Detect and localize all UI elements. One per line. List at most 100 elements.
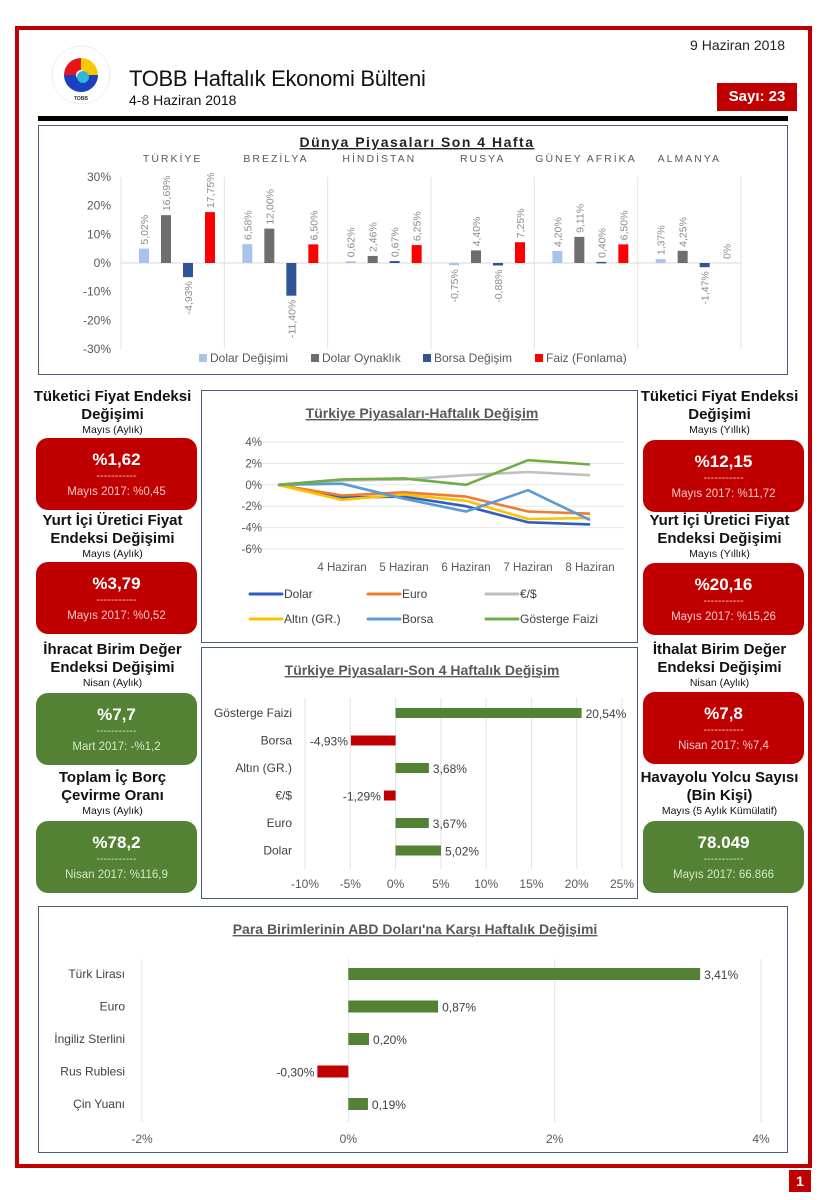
bar-dolar-de-i-imi [552,250,563,263]
category-label: İngiliz Sterlini [54,1032,125,1046]
x-tick-label: 5% [432,877,450,891]
kpi-card: %12,15 ----------- Mayıs 2017: %11,72 [643,440,804,512]
kpi-value: %12,15 [694,452,753,471]
x-tick-label: 25% [610,877,634,891]
world-markets-panel: Dünya Piyasaları Son 4 Hafta 30% 20% 10% 0% -… [38,125,788,375]
data-label: 6,25% [412,211,424,241]
kpi-title-line1: Tüketici Fiyat Endeksi [33,388,192,405]
data-label: -0,88% [493,270,505,303]
legend-label: Faiz (Fonlama) [546,351,627,365]
category-label: GÜNEY AFRİKA [535,152,636,165]
category-label: Türk Lirası [68,967,125,981]
kpi-heading: Tüketici Fiyat Endeksi Değişimi Mayıs (Yıl… [632,388,807,436]
legend-label: Altın (GR.) [284,612,341,626]
legend-label: Euro [402,587,428,601]
line-borsa [277,482,591,522]
legend-label: Dolar Değişimi [210,351,288,365]
bulletin-date-range: 4-8 Haziran 2018 [129,92,237,108]
line-euro [277,483,591,515]
bar-faiz-fonlama- [205,212,215,263]
data-label: -0,30% [276,1066,314,1080]
x-tick-label: 2% [546,1132,564,1146]
kpi-heading: İthalat Birim Değer Endeksi Değişimi Nisan… [632,641,807,689]
kpi-title-line2: Çevirme Oranı [61,787,164,804]
bar-borsa-de-i-im [493,263,503,266]
data-label: 3,41% [704,968,738,982]
kpi-title-line1: İthalat Birim Değer [652,641,787,658]
kpi-title-line2: Değişimi [688,406,751,423]
bar-dolar-de-i-imi [139,248,149,263]
bar [350,735,396,746]
currency-change-panel: Para Birimlerinin ABD Doları'na Karşı Ha… [38,906,788,1153]
kpi-value: 78.049 [697,833,750,852]
category-label: Gösterge Faizi [214,706,292,720]
category-label: RUSYA [460,153,505,165]
y-tick-label: -30% [83,342,111,356]
bar [395,818,429,828]
kpi-title-line2: Endeksi Değişimi [50,659,175,676]
weekly-change-panel: Türkiye Piyasaları-Haftalık Değişim 4% 2% 0… [201,390,638,643]
kpi-previous-value: Mayıs 2017: 66.866 [672,869,774,881]
bar [348,1000,439,1013]
data-label: 0,67% [390,227,402,257]
bulletin-title: TOBB Haftalık Ekonomi Bülteni [129,66,426,91]
kpi-period: Mayıs (5 Aylık Kümülatif) [661,805,778,817]
kpi-title-line1: Havayolu Yolcu Sayısı [640,769,799,786]
data-label: 0,87% [442,1001,476,1015]
issue-badge: Sayı: 23 [717,83,797,111]
data-label: 6,50% [308,211,320,241]
y-tick-label: 30% [87,170,111,184]
legend-label: €/$ [520,587,537,601]
data-label: 4,20% [552,217,564,247]
y-tick-label: -10% [83,285,111,299]
bar-faiz-fonlama- [411,245,422,263]
data-label: 5,02% [445,845,479,859]
bar-dolar-de-i-imi [242,244,253,263]
data-label: 12,00% [264,189,276,225]
kpi-period: Mayıs (Aylık) [82,805,143,817]
kpi-title-line2: (Bin Kişi) [686,787,753,804]
bar [395,845,442,856]
legend-swatch [535,354,543,362]
data-label: 7,25% [515,208,527,238]
four-week-change-chart: Türkiye Piyasaları-Son 4 Haftalık Değişi… [214,662,634,891]
kpi-period: Nisan (Aylık) [82,677,143,689]
x-tick-label: 6 Haziran [441,562,490,574]
kpi-previous-value: Nisan 2017: %116,9 [65,869,168,881]
kpi-previous-value: Mayıs 2017: %0,45 [67,486,166,498]
kpi-separator: ----------- [703,472,744,484]
legend-label: Dolar [284,587,313,601]
x-tick-label: -2% [131,1132,153,1146]
page-frame [15,26,812,1168]
bar-borsa-de-i-im [596,261,607,264]
category-label: TÜRKİYE [143,152,203,165]
logo-text: TOBB [74,96,88,102]
kpi-separator: ----------- [96,594,137,606]
data-label: 20,54% [586,707,627,721]
kpi-separator: ----------- [703,595,744,607]
line-gosterge-faizi [277,458,591,487]
y-tick-label: 4% [245,437,262,449]
x-tick-label: 4 Haziran [317,562,366,574]
kpi-card: %78,2 ----------- Nisan 2017: %116,9 [36,821,197,893]
bar [395,763,429,773]
y-tick-label: -20% [83,313,111,327]
x-tick-label: 0% [387,877,405,891]
data-label: 0% [722,244,734,259]
data-label: -4,93% [183,281,195,314]
kpi-title-line2: Endeksi Değişimi [657,659,782,676]
line-altin [277,483,591,521]
data-label: 17,75% [205,172,217,208]
legend-label: Dolar Oynaklık [322,351,402,365]
kpi-title-line1: Toplam İç Borç [58,769,167,786]
legend-swatch [423,354,431,362]
legend-label: Borsa [402,612,434,626]
kpi-heading: Yurt İçi Üretici Fiyat Endeksi Değişimi Ma… [25,512,200,560]
bar-dolar-oynakl-k [471,250,481,263]
data-label: 0,62% [346,227,358,257]
legend-swatch [199,354,207,362]
kpi-value: %1,62 [92,450,141,469]
bar-borsa-de-i-im [183,263,193,278]
category-label: Borsa [261,734,293,748]
category-label: ALMANYA [658,153,721,165]
